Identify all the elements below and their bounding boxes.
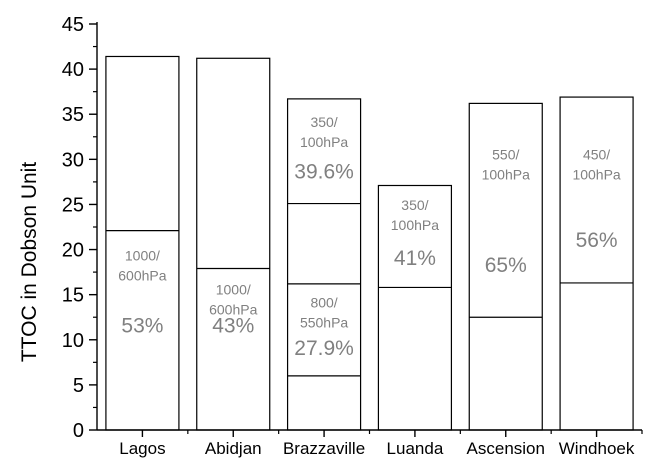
x-tick-label-abidjan: Abidjan xyxy=(205,439,262,458)
bar-ascension xyxy=(468,102,543,431)
axes-layer: 0 5 10 15 20 25 30 35 40 45 Lagos Abidjan Brazzavill… xyxy=(62,14,643,458)
pressure-label-brazzaville-0: 350/100hPa xyxy=(300,114,348,150)
y-tick-label-0: 0 xyxy=(73,420,84,442)
y-tick-label-20: 20 xyxy=(62,240,84,262)
pressure-label-windhoek-0: 450/100hPa xyxy=(572,146,620,182)
percent-label-windhoek-0: 56% xyxy=(576,229,618,252)
percent-label-brazzaville-1: 27.9% xyxy=(294,337,354,360)
pressure-label-brazzaville-1: 800/550hPa xyxy=(300,294,348,330)
bars-layer xyxy=(105,55,634,431)
y-tick-label-25: 25 xyxy=(62,194,84,216)
y-tick-label-5: 5 xyxy=(73,375,84,397)
y-tick-label-15: 15 xyxy=(62,285,84,307)
x-tick-label-luanda: Luanda xyxy=(387,439,444,458)
percent-label-brazzaville-0: 39.6% xyxy=(294,160,354,183)
pressure-label-abidjan-0: 1000/600hPa xyxy=(209,282,257,318)
y-axis-label: TTOC in Dobson Unit xyxy=(18,162,41,363)
pressure-label-lagos-0: 1000/600hPa xyxy=(118,247,166,283)
bar-abidjan xyxy=(196,57,271,431)
pressure-label-luanda-0: 350/100hPa xyxy=(391,197,439,233)
percent-label-luanda-0: 41% xyxy=(394,247,436,270)
y-tick-label-10: 10 xyxy=(62,330,84,352)
x-tick-label-brazzaville: Brazzaville xyxy=(283,439,365,458)
y-tick-label-40: 40 xyxy=(62,59,84,81)
y-tick-label-30: 30 xyxy=(62,149,84,171)
bar-brazzaville xyxy=(286,98,362,431)
y-tick-label-45: 45 xyxy=(62,14,84,36)
percent-label-abidjan-0: 43% xyxy=(212,315,254,338)
percent-label-lagos-0: 53% xyxy=(121,315,163,338)
percent-label-ascension-0: 65% xyxy=(485,254,527,277)
y-tick-label-35: 35 xyxy=(62,104,84,126)
x-tick-label-windhoek: Windhoek xyxy=(559,439,635,458)
x-tick-label-lagos: Lagos xyxy=(119,439,165,458)
bar-lagos xyxy=(105,55,180,431)
annotations-layer: 1000/600hPa53%1000/600hPa43%350/100hPa39… xyxy=(118,114,621,360)
pressure-label-ascension-0: 550/100hPa xyxy=(482,146,530,182)
x-tick-label-ascension: Ascension xyxy=(467,439,545,458)
bar-windhoek xyxy=(559,96,634,431)
